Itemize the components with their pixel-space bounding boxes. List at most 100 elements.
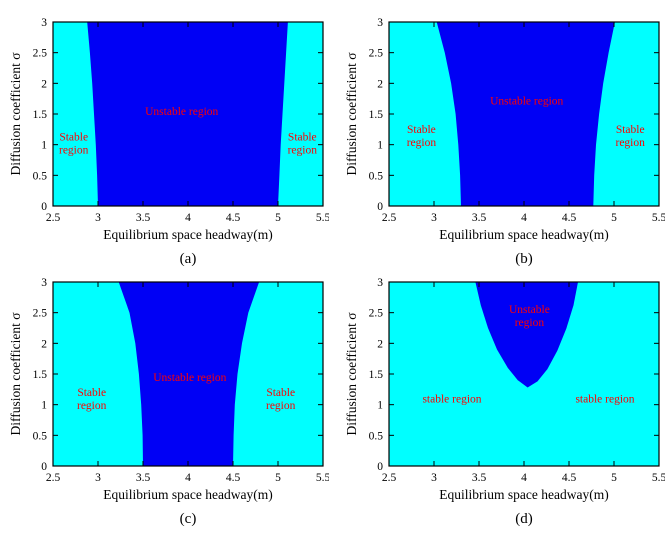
x-tick-label: 4 (521, 472, 527, 484)
panel-c-plot: 2.5 3 3.5 4 4.5 5 5.500.511.522.53Equilibrium … (8, 277, 329, 527)
region-label: region (288, 144, 318, 156)
x-tick-label: 2.5 (382, 472, 397, 484)
region-label: Stable (616, 124, 645, 136)
panel-caption: (c) (180, 511, 197, 527)
region-label: stable region (422, 394, 481, 406)
x-tick-label: 3.5 (136, 212, 151, 224)
x-axis-label: Equilibrium space headway(m) (439, 227, 608, 242)
y-tick-label: 2 (377, 338, 383, 350)
panel-a: 2.5 3 3.5 4 4.5 5 5.5 0 0.5 1 1.5 2 2.5 3 Equilibrium … (0, 12, 336, 272)
x-tick-label: 4.5 (226, 212, 241, 224)
y-tick-label: 0.5 (369, 430, 384, 442)
x-axis-label: Equilibrium space headway(m) (439, 487, 608, 502)
x-tick-label: 5 (611, 472, 617, 484)
x-tick-label: 5.5 (316, 212, 329, 224)
x-tick-label: 5 (275, 472, 281, 484)
x-tick-label: 3.5 (136, 472, 151, 484)
x-tick-label: 3 (95, 472, 101, 484)
y-tick-label: 0 (41, 201, 47, 213)
plot-frame (388, 21, 660, 207)
x-tick-label: 5.5 (652, 472, 665, 484)
x-tick-label: 3 (431, 212, 437, 224)
x-axis-label: Equilibrium space headway(m) (103, 227, 272, 242)
y-axis-label: Diffusion coefficient σ (344, 312, 359, 436)
y-tick-label: 1 (41, 400, 47, 412)
plot-frame (52, 21, 324, 207)
unstable-region (118, 282, 260, 466)
x-tick-label: 2.5 (382, 212, 397, 224)
x-tick-label: 4 (521, 212, 527, 224)
panel-caption: (a) (180, 251, 197, 267)
region-label: region (616, 137, 646, 149)
y-axis-label: Diffusion coefficient σ (8, 312, 23, 436)
unstable-region (475, 282, 578, 388)
region-label: stable region (575, 394, 634, 406)
region-label: Unstable region (153, 372, 226, 384)
y-tick-label: 0 (377, 461, 383, 473)
y-tick-label: 1 (377, 400, 383, 412)
y-tick-label: 0 (41, 461, 47, 473)
x-tick-label: 5.5 (652, 212, 665, 224)
x-tick-label: 3.5 (472, 212, 487, 224)
x-tick-label: 5 (275, 212, 281, 224)
y-tick-label: 1.5 (33, 369, 48, 381)
region-label: Stable (59, 131, 88, 143)
x-tick-label: 4.5 (562, 472, 577, 484)
region-label: Stable (288, 131, 317, 143)
panel-c: 2.5 3 3.5 4 4.5 5 5.5 0 0.5 1 1.5 2 2.5 3 Equilibrium … (0, 272, 336, 532)
y-tick-label: 1 (41, 140, 47, 152)
y-tick-label: 2.5 (369, 308, 384, 320)
unstable-region (87, 22, 288, 206)
y-axis-label: Diffusion coefficient σ (344, 52, 359, 176)
region-label: region (407, 137, 437, 149)
panel-a-plot: 2.5 3 3.5 4 4.5 5 5.500.511.522.53Equilibrium … (8, 17, 329, 267)
x-tick-label: 3.5 (472, 472, 487, 484)
x-tick-label: 4 (185, 212, 191, 224)
unstable-region (436, 22, 615, 206)
y-tick-label: 0.5 (369, 170, 384, 182)
region-label: Unstable (509, 304, 550, 316)
x-axis-label: Equilibrium space headway(m) (103, 487, 272, 502)
y-tick-label: 1.5 (33, 109, 48, 121)
y-tick-label: 2.5 (369, 48, 384, 60)
region-label: Stable (266, 387, 295, 399)
y-tick-label: 2.5 (33, 48, 48, 60)
y-tick-label: 2 (41, 338, 47, 350)
x-tick-label: 2.5 (46, 472, 61, 484)
panel-caption: (d) (515, 511, 533, 527)
panel-d: 2.5 3 3.5 4 4.5 5 5.5 0 0.5 1 1.5 2 2.5 3 Equilibrium … (336, 272, 672, 532)
region-label: region (77, 400, 107, 412)
stability-region-figure: 2.5 3 3.5 4 4.5 5 5.5 0 0.5 1 1.5 2 2.5 3 Equilibrium … (0, 12, 672, 532)
x-tick-label: 5 (611, 212, 617, 224)
panel-b: 2.5 3 3.5 4 4.5 5 5.5 0 0.5 1 1.5 2 2.5 3 Equilibrium … (336, 12, 672, 272)
x-tick-label: 4.5 (226, 472, 241, 484)
region-label: Unstable region (145, 106, 218, 118)
y-tick-label: 3 (41, 277, 47, 289)
y-axis-label: Diffusion coefficient σ (8, 52, 23, 176)
region-label: Stable (77, 387, 106, 399)
x-tick-label: 4.5 (562, 212, 577, 224)
plot-frame (52, 281, 324, 467)
y-tick-label: 0 (377, 201, 383, 213)
y-tick-label: 2 (377, 78, 383, 90)
y-tick-label: 2.5 (33, 308, 48, 320)
y-tick-label: 3 (41, 17, 47, 29)
region-label: region (59, 144, 89, 156)
y-tick-label: 1 (377, 140, 383, 152)
region-label: Stable (407, 124, 436, 136)
x-tick-label: 4 (185, 472, 191, 484)
y-tick-label: 0.5 (33, 430, 48, 442)
y-tick-label: 1.5 (369, 369, 384, 381)
panel-b-plot: 2.5 3 3.5 4 4.5 5 5.500.511.522.53Equilibrium … (344, 17, 665, 267)
y-tick-label: 1.5 (369, 109, 384, 121)
x-tick-label: 3 (95, 212, 101, 224)
panel-caption: (b) (515, 251, 533, 267)
region-label: Unstable region (490, 96, 563, 108)
y-tick-label: 2 (41, 78, 47, 90)
x-tick-label: 3 (431, 472, 437, 484)
x-tick-label: 5.5 (316, 472, 329, 484)
y-tick-label: 3 (377, 277, 383, 289)
panel-d-plot: 2.5 3 3.5 4 4.5 5 5.500.511.522.53Equilibrium … (344, 277, 665, 527)
plot-frame (388, 281, 660, 467)
region-label: region (515, 317, 545, 329)
